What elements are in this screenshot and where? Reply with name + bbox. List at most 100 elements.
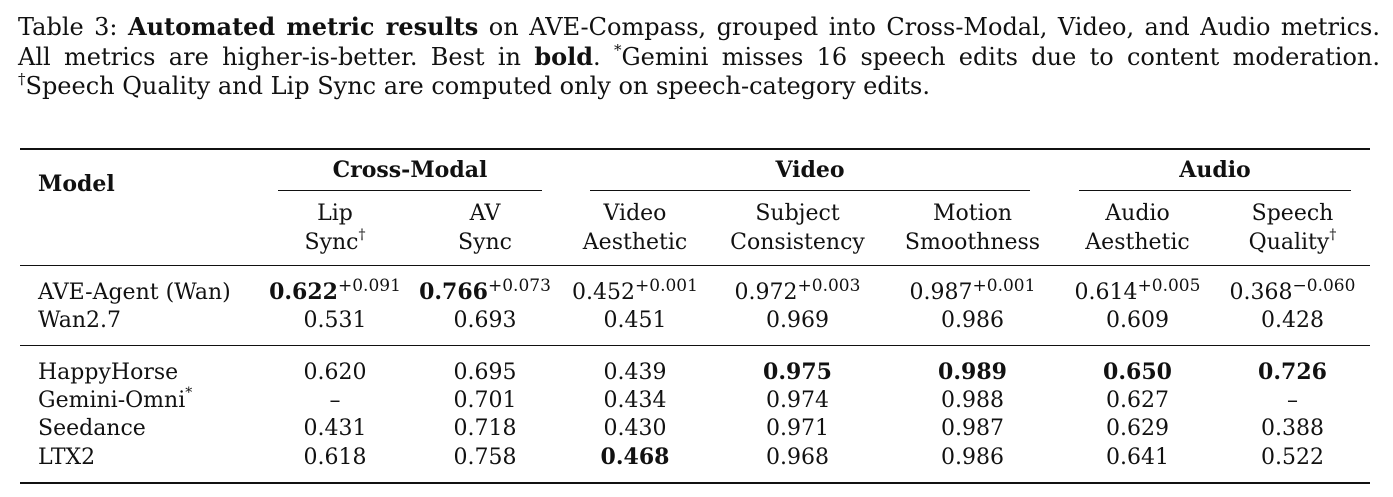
metric-value: 0.434 (603, 388, 667, 413)
metric-cell: 0.641 (1060, 443, 1215, 483)
metric-cell: 0.468 (560, 443, 710, 483)
metric-delta: +0.005 (1137, 275, 1201, 296)
metric-cell: 0.618 (260, 443, 410, 483)
metric-cell: 0.986 (885, 443, 1060, 483)
column-footnote-mark: † (1329, 226, 1337, 243)
caption-label: Table 3: (18, 13, 118, 41)
metric-delta: −0.060 (1292, 275, 1356, 296)
group-header-label: Cross-Modal (278, 156, 542, 191)
metric-value: 0.431 (303, 416, 367, 441)
metric-value: 0.650 (1103, 359, 1172, 385)
model-name: Wan2.7 (38, 308, 121, 333)
footnote2-mark: † (18, 70, 26, 88)
metric-value: 0.971 (766, 416, 829, 441)
metric-cell: 0.766+0.073 (410, 266, 560, 308)
metric-cell: 0.989 (885, 346, 1060, 388)
metric-delta: +0.073 (487, 276, 551, 296)
metric-cell: 0.758 (410, 443, 560, 483)
column-header-1: AV Sync (410, 197, 560, 266)
table-row: Gemini-Omni* – 0.701 0.434 0.974 0.988 0.627 – (20, 386, 1370, 415)
metric-cell: 0.452+0.001 (560, 266, 710, 308)
column-header-0: Lip Sync† (260, 197, 410, 266)
metric-delta: +0.003 (797, 275, 861, 296)
column-header-4: Motion Smoothness (885, 197, 1060, 266)
metric-value: 0.388 (1261, 416, 1324, 441)
column-header-line1: Audio (1105, 201, 1170, 226)
metric-cell: 0.614+0.005 (1060, 266, 1215, 308)
group-header-label: Video (590, 156, 1030, 191)
column-header-line1: Motion (932, 201, 1013, 226)
group-header-0: Cross-Modal (260, 149, 560, 197)
column-header-row: Lip Sync† AV Sync Video Aesthetic Subject Consi… (20, 197, 1370, 266)
column-header-line1: Video (603, 201, 667, 226)
metric-value: 0.609 (1106, 308, 1169, 333)
metric-value: 0.987 (909, 279, 973, 305)
metric-value: 0.695 (453, 359, 517, 385)
caption-text-part1: on AVE-Compass, grouped into Cross-Modal… (18, 13, 1381, 71)
metric-value: 0.430 (603, 416, 667, 441)
metric-delta: +0.091 (337, 276, 401, 296)
column-header-line1: Speech (1251, 201, 1334, 226)
model-name: HappyHorse (38, 359, 179, 385)
column-header-line2: Smoothness (904, 230, 1041, 255)
footnote1-text: Gemini misses 16 speech edits due to con… (621, 43, 1380, 71)
column-header-line2: Consistency (730, 230, 865, 255)
metric-cell: 0.693 (410, 307, 560, 346)
metric-value: 0.987 (941, 416, 1004, 441)
column-header-line1: AV (469, 201, 501, 226)
metric-value: 0.622 (269, 279, 338, 305)
metric-cell: 0.695 (410, 346, 560, 388)
column-footnote-mark: † (358, 226, 366, 243)
group-header-label: Audio (1078, 156, 1352, 191)
metric-cell: 0.629 (1060, 415, 1215, 443)
model-name: Gemini-Omni (38, 388, 186, 413)
metric-cell: 0.439 (560, 346, 710, 388)
metric-value: 0.531 (303, 308, 367, 333)
model-name-cell: AVE-Agent (Wan) (20, 266, 260, 308)
metric-cell: – (260, 387, 410, 415)
metric-value: 0.986 (941, 444, 1004, 470)
metric-value: 0.972 (734, 279, 798, 305)
caption-text-part2: . (593, 43, 614, 71)
table-row: Wan2.7 0.531 0.693 0.451 0.969 0.986 0.609 0.42… (20, 307, 1370, 346)
table-row: AVE-Agent (Wan) 0.622+0.091 0.766+0.073 0.4… (20, 265, 1370, 308)
metric-cell: 0.650 (1060, 346, 1215, 388)
metric-cell: 0.971 (710, 415, 885, 443)
metric-cell: 0.428 (1215, 307, 1370, 346)
metric-cell: 0.972+0.003 (710, 266, 885, 308)
metric-value: 0.726 (1258, 359, 1327, 385)
metric-delta: +0.001 (972, 275, 1036, 296)
model-column-header: Model (38, 171, 115, 197)
model-name-cell: LTX2 (20, 443, 260, 483)
metric-value: 0.974 (766, 388, 829, 413)
model-name-cell: Seedance (20, 415, 260, 443)
metric-value: 0.468 (600, 444, 670, 470)
column-header-line1: Lip (317, 201, 353, 226)
metric-value: 0.618 (303, 444, 367, 470)
metric-value: – (329, 388, 341, 413)
metric-value: 0.766 (419, 279, 488, 305)
metric-value: 0.968 (766, 444, 829, 470)
results-table-wrapper: Model Cross-Modal Video Audio Lip Sync† AV Sync… (20, 148, 1370, 484)
metric-cell: 0.701 (410, 387, 560, 415)
metric-cell: 0.627 (1060, 387, 1215, 415)
metric-value: 0.975 (763, 359, 832, 385)
metric-value: 0.620 (303, 359, 367, 385)
metric-delta: +0.001 (635, 275, 698, 296)
metric-cell: 0.987+0.001 (885, 266, 1060, 308)
column-header-line2: Quality (1248, 230, 1330, 255)
metric-value: 0.627 (1106, 388, 1169, 413)
model-name: AVE-Agent (Wan) (38, 279, 231, 305)
metric-cell: 0.975 (710, 346, 885, 388)
model-name-cell: Gemini-Omni* (20, 386, 260, 415)
table-caption: Table 3: Automated metric results on AVE… (18, 12, 1380, 101)
metric-value: 0.368 (1229, 279, 1293, 305)
table-header: Model Cross-Modal Video Audio Lip Sync† AV Sync… (20, 149, 1370, 266)
metric-cell: 0.368−0.060 (1215, 266, 1370, 308)
metric-value: 0.452 (572, 279, 636, 305)
metric-value: 0.718 (453, 416, 517, 441)
metric-value: 0.969 (766, 308, 829, 333)
metric-cell: 0.388 (1215, 415, 1370, 443)
metric-value: 0.758 (453, 444, 517, 470)
metric-cell: 0.620 (260, 346, 410, 388)
